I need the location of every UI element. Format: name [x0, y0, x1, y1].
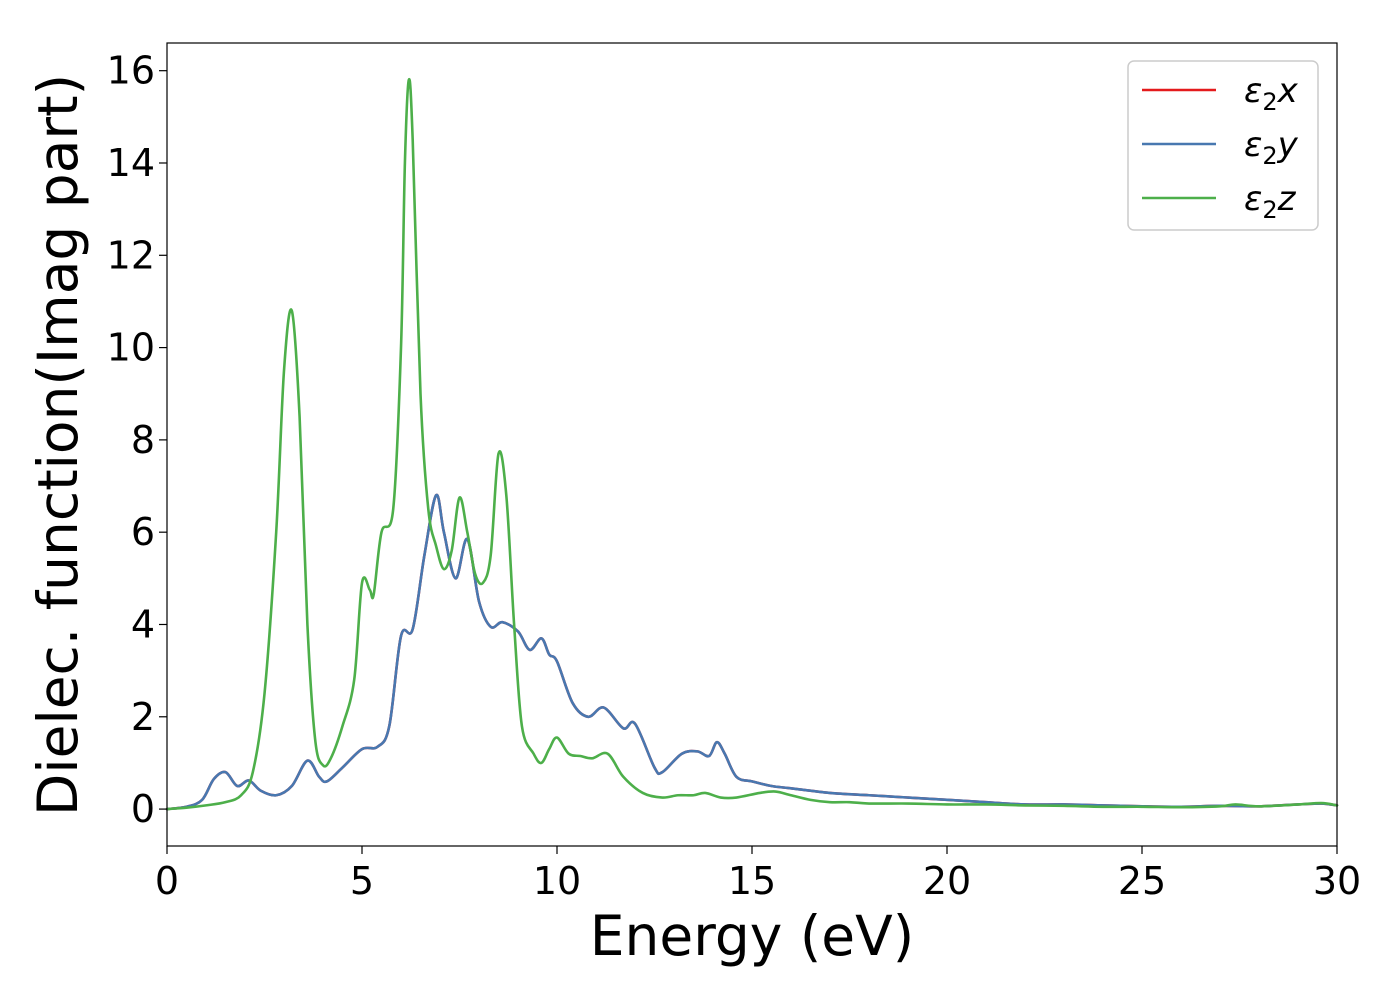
- y-tick-label: 6: [131, 510, 155, 554]
- y-tick-label: 4: [131, 602, 155, 646]
- y-tick-label: 10: [107, 326, 155, 370]
- legend-entries: ε2x ε2y ε2z: [1142, 71, 1299, 224]
- x-axis-title: Energy (eV): [590, 904, 914, 968]
- x-tick-label: 15: [728, 859, 776, 903]
- legend-label-y: ε2y: [1244, 125, 1299, 170]
- y-tick-label: 14: [107, 141, 155, 185]
- x-tick-label: 0: [155, 859, 179, 903]
- legend-label-x: ε2x: [1244, 71, 1299, 116]
- y-tick-label: 16: [107, 49, 155, 93]
- y-tick-label: 8: [131, 418, 155, 462]
- y-axis-title: Dielec. function(Imag part): [26, 74, 90, 816]
- x-tick-label: 10: [533, 859, 581, 903]
- y-tick-label: 2: [131, 695, 155, 739]
- y-tick-label: 0: [131, 787, 155, 831]
- x-tick-label: 20: [923, 859, 971, 903]
- x-tick-label: 30: [1313, 859, 1361, 903]
- legend-frame: [1127, 60, 1319, 231]
- legend-label-z: ε2z: [1244, 179, 1297, 224]
- legend: ε2x ε2y ε2z: [1127, 60, 1319, 231]
- x-tick-label: 5: [350, 859, 374, 903]
- x-tick-label: 25: [1118, 859, 1166, 903]
- series-layer: [165, 77, 1339, 811]
- x-axis-ticks: 0 5 10 15 20 25 30: [155, 846, 1361, 903]
- series-line-z: [165, 77, 1339, 811]
- series-line-y: [165, 493, 1339, 811]
- y-axis-ticks: 0 2 4 6 8 10 12 14 16: [107, 49, 167, 831]
- y-tick-label: 12: [107, 233, 155, 277]
